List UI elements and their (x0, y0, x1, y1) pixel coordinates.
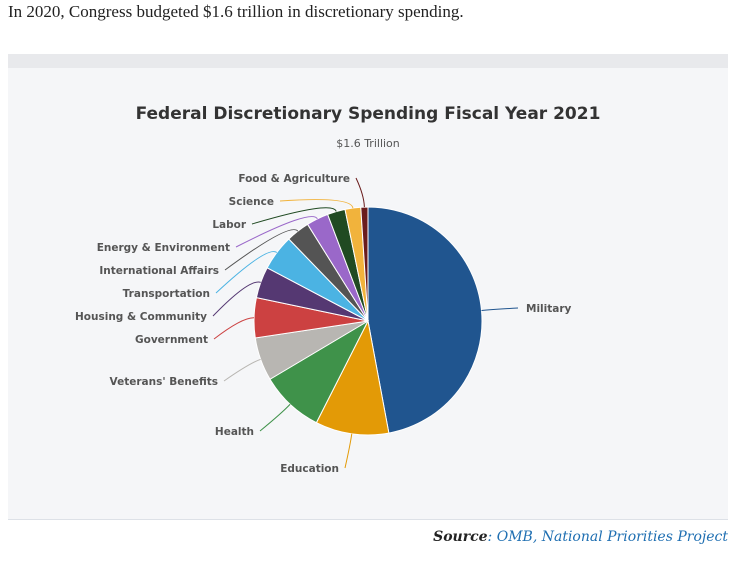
connector-transportation (215, 251, 278, 294)
connector-education (344, 433, 353, 469)
source-link[interactable]: OMB, National Priorities Project (496, 529, 728, 545)
data-label-science: Science (229, 196, 274, 208)
pie-slice-military[interactable] (367, 206, 483, 434)
data-label-international-affairs: International Affairs (99, 265, 219, 277)
pie-slice-food-agriculture[interactable] (360, 206, 369, 322)
source-separator: : (487, 529, 493, 545)
data-label-veterans-benefits: Veterans' Benefits (110, 376, 218, 388)
connector-science (279, 199, 354, 209)
connector-international-affairs (224, 229, 299, 271)
connector-housing-community (212, 281, 261, 317)
connector-health (259, 403, 291, 432)
data-label-education: Education (280, 463, 339, 475)
connector-food-agriculture (355, 177, 365, 208)
pie-slice-education[interactable] (315, 319, 390, 436)
data-label-government: Government (135, 334, 208, 346)
chart-panel-header-bar (8, 54, 728, 68)
source-line: Source: OMB, National Priorities Project (433, 529, 728, 545)
data-label-housing-community: Housing & Community (75, 311, 207, 323)
chart-subtitle: $1.6 Trillion (336, 137, 400, 150)
data-label-labor: Labor (212, 219, 247, 231)
connector-military (481, 307, 519, 312)
data-label-transportation: Transportation (123, 288, 210, 300)
connector-energy-environment (235, 216, 318, 248)
connector-labor (251, 207, 337, 225)
data-label-energy-environment: Energy & Environment (97, 242, 230, 254)
data-label-health: Health (215, 426, 254, 438)
chart-title: Federal Discretionary Spending Fiscal Ye… (136, 104, 601, 124)
connector-veterans-benefits (223, 358, 261, 382)
connector-government (213, 317, 255, 340)
intro-text: In 2020, Congress budgeted $1.6 trillion… (8, 2, 464, 21)
data-label-military: Military (526, 303, 572, 315)
data-label-food-agriculture: Food & Agriculture (238, 173, 350, 185)
source-label: Source (433, 529, 488, 545)
